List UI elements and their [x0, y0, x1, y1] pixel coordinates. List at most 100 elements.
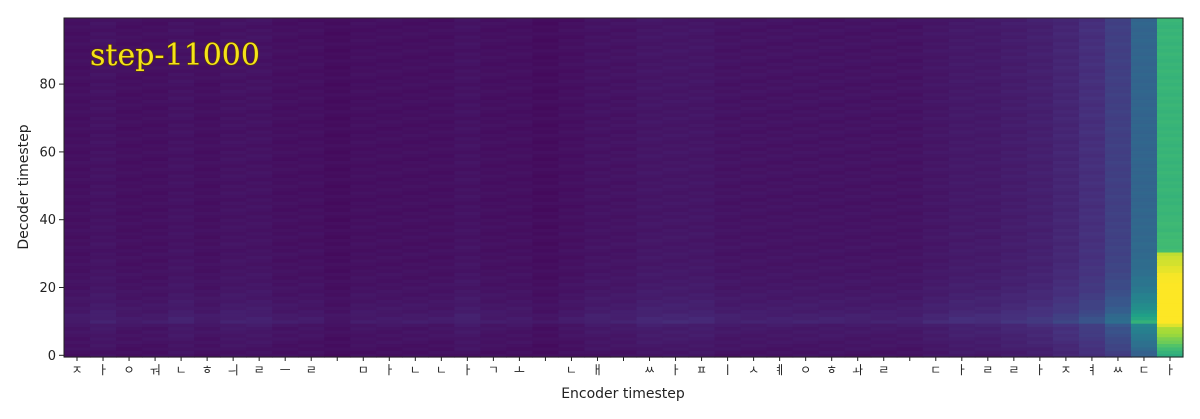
heatmap-cell: [428, 140, 455, 145]
heatmap-cell: [1078, 241, 1106, 246]
heatmap-cell: [90, 51, 117, 56]
heatmap-cell: [1052, 146, 1080, 151]
heatmap-cell: [402, 65, 429, 70]
heatmap-cell: [480, 306, 507, 311]
heatmap-cell: [740, 333, 768, 338]
heatmap-cell: [1052, 319, 1080, 324]
heatmap-cell: [1104, 211, 1132, 216]
heatmap-cell: [844, 150, 872, 155]
heatmap-cell: [558, 82, 586, 87]
heatmap-cell: [974, 234, 1002, 239]
heatmap-cell: [116, 106, 143, 111]
heatmap-cell: [740, 295, 768, 300]
heatmap-cell: [298, 309, 325, 314]
heatmap-cell: [220, 336, 247, 341]
heatmap-cell: [116, 194, 143, 199]
heatmap-cell: [324, 353, 351, 358]
heatmap-cell: [688, 262, 716, 267]
heatmap-cell: [714, 238, 742, 243]
heatmap-cell: [480, 68, 507, 73]
heatmap-cell: [740, 190, 768, 195]
heatmap-cell: [610, 82, 638, 87]
x-tick-label: ㅏ: [1164, 363, 1175, 377]
heatmap-cell: [272, 112, 299, 117]
heatmap-cell: [142, 289, 169, 294]
heatmap-cell: [896, 167, 924, 172]
heatmap-cell: [714, 302, 742, 307]
heatmap-cell: [454, 55, 481, 60]
heatmap-cell: [792, 295, 820, 300]
heatmap-cell: [532, 51, 560, 56]
heatmap-cell: [714, 106, 742, 111]
heatmap-cell: [298, 150, 325, 155]
heatmap-cell: [896, 255, 924, 260]
heatmap-cell: [64, 218, 91, 222]
heatmap-cell: [818, 123, 846, 128]
heatmap-cell: [662, 170, 690, 175]
heatmap-cell: [220, 245, 247, 250]
heatmap-cell: [662, 343, 690, 348]
heatmap-cell: [766, 72, 794, 77]
heatmap-cell: [480, 126, 507, 131]
heatmap-cell: [1078, 75, 1106, 80]
heatmap-cell: [298, 31, 325, 36]
heatmap-cell: [974, 231, 1002, 236]
heatmap-cell: [168, 72, 195, 77]
heatmap-cell: [90, 336, 117, 341]
heatmap-cell: [506, 309, 534, 314]
heatmap-cell: [818, 302, 846, 307]
heatmap-cell: [168, 350, 195, 355]
heatmap-cell: [90, 292, 117, 297]
heatmap-cell: [1052, 350, 1080, 355]
heatmap-cell: [844, 163, 872, 168]
heatmap-cell: [948, 251, 976, 256]
heatmap-cell: [1000, 251, 1028, 256]
heatmap-cell: [454, 221, 481, 226]
heatmap-cell: [402, 228, 429, 233]
heatmap-cell: [168, 109, 195, 114]
x-tick-label: ㄱ: [488, 363, 499, 377]
heatmap-cell: [922, 319, 950, 324]
heatmap-cell: [974, 299, 1002, 304]
heatmap-cell: [350, 133, 377, 138]
heatmap-cell: [1052, 238, 1080, 243]
heatmap-cell: [376, 343, 403, 348]
heatmap-cell: [168, 299, 195, 304]
heatmap-cell: [350, 160, 377, 165]
heatmap-cell: [350, 302, 377, 307]
heatmap-cell: [896, 218, 924, 222]
heatmap-cell: [350, 275, 377, 280]
heatmap-cell: [116, 153, 143, 158]
heatmap-cell: [428, 79, 455, 84]
heatmap-cell: [532, 24, 560, 29]
heatmap-cell: [714, 353, 742, 358]
heatmap-cell: [324, 41, 351, 46]
heatmap-cell: [1078, 129, 1106, 134]
heatmap-cell: [636, 251, 664, 256]
heatmap-cell: [974, 204, 1002, 209]
heatmap-cell: [402, 48, 429, 53]
heatmap-cell: [194, 231, 221, 236]
heatmap-cell: [1104, 272, 1132, 277]
heatmap-cell: [844, 231, 872, 236]
heatmap-cell: [584, 187, 612, 192]
heatmap-cell: [1104, 292, 1132, 297]
heatmap-cell: [220, 123, 247, 128]
heatmap-cell: [376, 65, 403, 70]
heatmap-cell: [662, 218, 690, 222]
heatmap-cell: [766, 140, 794, 145]
heatmap-cell: [168, 99, 195, 104]
heatmap-cell: [454, 251, 481, 256]
heatmap-cell: [1000, 116, 1028, 121]
heatmap-cell: [1156, 353, 1184, 358]
heatmap-cell: [194, 45, 221, 50]
heatmap-cell: [922, 306, 950, 311]
heatmap-cell: [90, 333, 117, 338]
heatmap-cell: [766, 190, 794, 195]
heatmap-cell: [272, 245, 299, 250]
heatmap-cell: [298, 197, 325, 202]
heatmap-cell: [194, 153, 221, 158]
heatmap-cell: [766, 18, 794, 22]
heatmap-cell: [350, 268, 377, 273]
heatmap-cell: [610, 295, 638, 300]
